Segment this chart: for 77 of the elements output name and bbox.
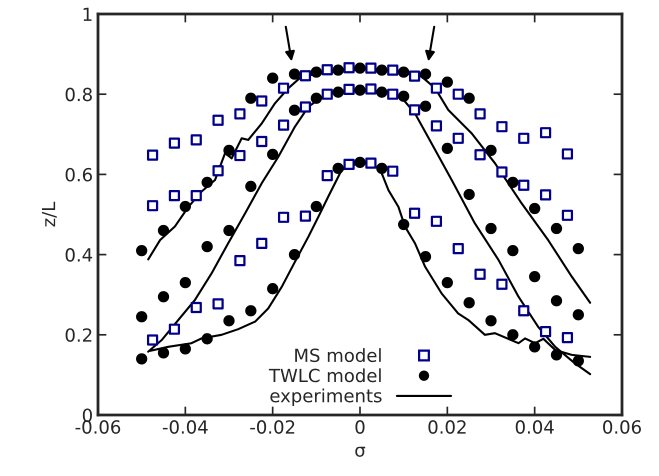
x-tick-label: 0 [355,420,365,434]
point [365,158,377,169]
point [452,132,464,144]
point [146,150,158,161]
point [452,242,464,254]
point [430,82,442,94]
point [234,150,246,162]
x-tick-label: -0.06 [76,420,120,434]
point [343,62,355,74]
point [278,212,290,223]
point [168,190,180,202]
point [540,127,552,138]
point [496,278,508,290]
point [256,238,268,249]
point [562,332,574,344]
point [300,101,312,113]
point [278,119,290,131]
point [408,104,420,116]
point [408,208,420,219]
point [322,170,333,182]
point [343,84,355,95]
point [474,149,486,160]
point [387,166,398,177]
point [212,165,224,176]
y-tick-label: 0.8 [66,88,92,102]
point [343,158,355,170]
point [365,62,377,74]
point [322,88,333,100]
point [365,83,377,95]
point [256,136,268,148]
point [190,190,202,202]
point [387,64,398,76]
point [168,138,180,149]
point [474,268,486,280]
point [562,210,574,221]
x-tick-label: 0.02 [428,420,466,434]
y-tick-label: 0.6 [66,168,92,182]
point [256,95,268,107]
point [168,324,180,335]
point [322,64,333,76]
x-tick-label: 0.04 [516,420,554,434]
point [452,88,464,100]
point [430,120,442,132]
y-axis-title: z/L [42,202,57,227]
x-tick-label: -0.04 [162,420,208,434]
point [190,134,202,146]
point [518,132,530,144]
legend-label: experiments [270,388,382,406]
point [300,70,312,82]
point [300,210,312,222]
point [190,302,202,314]
y-tick-label: 0.2 [66,328,92,342]
point [518,305,530,316]
point [562,148,574,160]
point [146,334,158,346]
x-tick-label: 0.06 [603,420,641,434]
point [518,180,530,191]
point [146,200,158,212]
point [408,70,420,82]
legend-label: MS model [295,348,381,362]
point [540,326,552,338]
x-axis-title: σ [355,446,366,457]
point [430,216,442,227]
point [496,121,508,132]
y-tick-label: 0.4 [66,248,92,262]
point [474,108,486,120]
legend-label: TWLC model [268,368,381,382]
y-tick-label: 1 [84,8,92,21]
x-tick-label: -0.02 [250,420,294,434]
point [212,298,224,310]
point [212,114,224,126]
point [540,189,552,200]
point [278,82,290,94]
point [234,108,246,120]
point [496,166,508,178]
point [234,255,246,266]
point [387,88,398,100]
